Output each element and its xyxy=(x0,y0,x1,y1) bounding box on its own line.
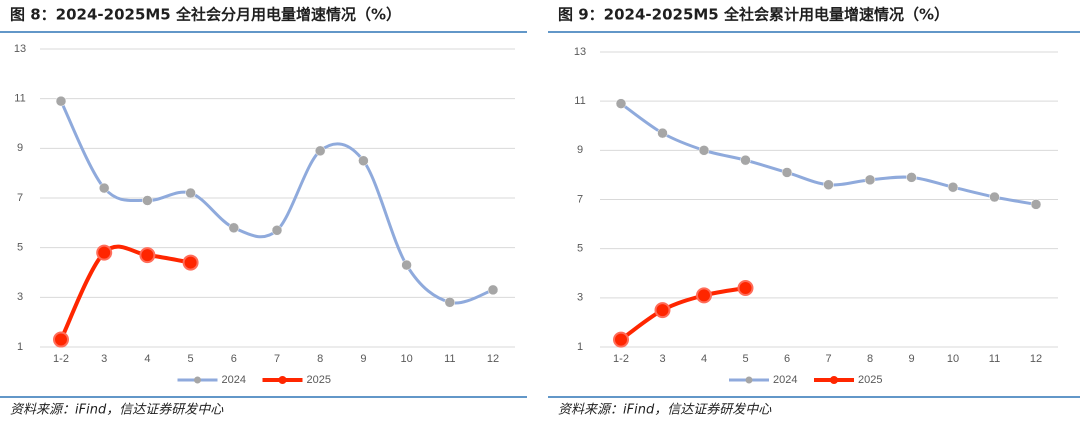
point xyxy=(781,167,793,178)
point xyxy=(139,247,156,264)
y-tick-label: 13 xyxy=(14,43,26,55)
x-tick-label: 7 xyxy=(825,353,831,365)
x-tick-label: 1-2 xyxy=(53,353,69,365)
point xyxy=(698,145,710,156)
x-tick-label: 9 xyxy=(908,353,914,365)
legend-marker xyxy=(278,376,287,384)
series-line xyxy=(619,286,746,342)
legend-label: 2025 xyxy=(307,374,331,386)
point xyxy=(823,179,834,190)
point xyxy=(613,331,629,348)
y-tick-label: 13 xyxy=(574,46,586,58)
point xyxy=(185,187,196,199)
x-tick-label: 7 xyxy=(274,353,280,365)
legend-marker xyxy=(194,376,201,384)
x-tick-label: 11 xyxy=(444,353,455,365)
chart-title: 图 9：2024-2025M5 全社会累计用电量增速情况（%） xyxy=(558,6,949,24)
x-tick-label: 8 xyxy=(867,353,873,365)
point xyxy=(444,297,456,308)
x-tick-label: 8 xyxy=(317,353,323,365)
x-tick-label: 3 xyxy=(659,353,665,365)
x-tick-label: 5 xyxy=(742,353,748,365)
y-tick-label: 11 xyxy=(14,93,25,105)
point xyxy=(55,95,67,107)
x-tick-label: 11 xyxy=(989,353,1000,365)
x-tick-label: 3 xyxy=(101,353,107,365)
point xyxy=(864,174,876,186)
y-tick-label: 7 xyxy=(17,192,23,204)
point xyxy=(401,259,412,271)
point xyxy=(142,195,153,206)
y-tick-label: 1 xyxy=(577,341,583,353)
point xyxy=(696,287,712,304)
y-tick-label: 3 xyxy=(577,292,583,304)
y-tick-label: 9 xyxy=(577,144,583,156)
point xyxy=(271,225,283,236)
point xyxy=(358,155,369,166)
chart-title: 图 8：2024-2025M5 全社会分月用电量增速情况（%） xyxy=(10,6,401,24)
point xyxy=(947,181,959,193)
point xyxy=(654,302,671,319)
y-tick-label: 5 xyxy=(17,242,23,254)
point xyxy=(228,222,240,234)
x-tick-label: 9 xyxy=(360,353,366,365)
series-line xyxy=(59,244,191,341)
x-tick-label: 12 xyxy=(487,353,499,365)
point xyxy=(96,244,113,261)
point xyxy=(737,280,754,296)
x-tick-label: 4 xyxy=(144,353,150,365)
x-tick-label: 10 xyxy=(400,353,412,365)
y-tick-label: 5 xyxy=(577,243,583,255)
x-tick-label: 4 xyxy=(701,353,707,365)
point xyxy=(740,154,751,166)
x-tick-label: 6 xyxy=(231,353,237,365)
y-tick-label: 7 xyxy=(577,193,583,205)
point xyxy=(98,182,110,194)
y-tick-label: 3 xyxy=(17,291,23,303)
legend-marker xyxy=(745,376,753,384)
y-tick-label: 9 xyxy=(17,142,23,154)
x-tick-label: 5 xyxy=(188,353,194,365)
series-line xyxy=(59,100,494,305)
x-tick-label: 10 xyxy=(947,353,959,365)
point xyxy=(906,172,917,183)
legend-label: 2024 xyxy=(773,374,797,386)
point xyxy=(615,98,627,109)
source: 资料来源：iFind，信达证券研发中心 xyxy=(558,403,772,418)
legend-label: 2025 xyxy=(858,374,882,386)
x-tick-label: 1-2 xyxy=(613,353,629,365)
point xyxy=(53,331,69,348)
y-tick-label: 1 xyxy=(17,341,23,353)
point xyxy=(1030,199,1042,210)
source: 资料来源：iFind，信达证券研发中心 xyxy=(10,403,224,418)
point xyxy=(314,145,326,157)
point xyxy=(487,284,499,296)
point xyxy=(182,254,199,271)
point xyxy=(657,127,668,139)
x-tick-label: 6 xyxy=(784,353,790,365)
x-tick-label: 12 xyxy=(1030,353,1042,365)
y-tick-label: 11 xyxy=(574,95,585,107)
legend-marker xyxy=(830,376,838,384)
point xyxy=(989,191,1000,203)
legend-label: 2024 xyxy=(222,374,246,386)
